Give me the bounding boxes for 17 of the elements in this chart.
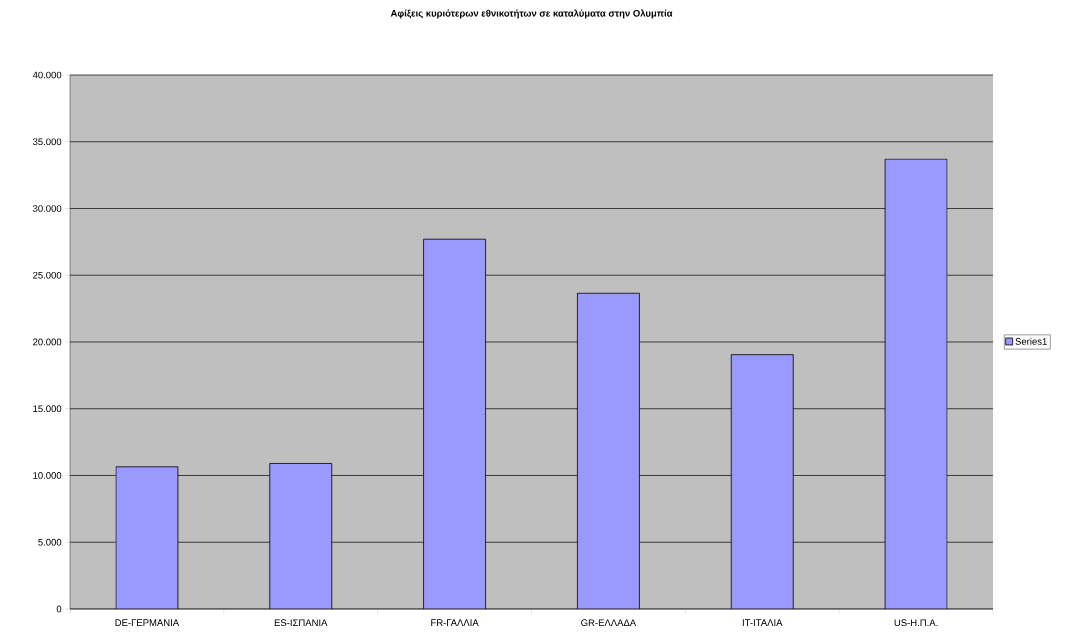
chart-title: Αφίξεις κυριότερων εθνικοτήτων σε καταλύματα στην Ολυμπία	[390, 9, 673, 19]
legend-label: Series1	[1015, 337, 1047, 345]
y-tick-label: 5.000	[38, 538, 62, 546]
y-tick-label: 25.000	[33, 271, 62, 279]
y-tick-label: 15.000	[33, 405, 62, 413]
y-tick-label: 10.000	[33, 472, 62, 479]
y-tick-label: 20.000	[33, 338, 62, 346]
x-tick-label: DE-ΓΕΡΜΑΝΙΑ	[115, 619, 180, 626]
x-tick-label: ES-ΙΣΠΑΝΙΑ	[274, 619, 328, 627]
y-tick-label: 35.000	[32, 138, 62, 146]
x-tick-label: US-Η.Π.Α.	[894, 619, 938, 627]
x-tick-label: FR-ΓΑΛΛΙΑ	[431, 619, 479, 626]
x-tick-label: IT-ΙΤΑΛΙΑ	[742, 619, 783, 626]
y-tick-label: 40.000	[32, 71, 62, 79]
y-tick-label: 30.000	[32, 205, 62, 212]
x-tick-label: GR-ΕΛΛΑΔΑ	[581, 619, 637, 627]
y-tick-label: 0	[56, 605, 62, 613]
